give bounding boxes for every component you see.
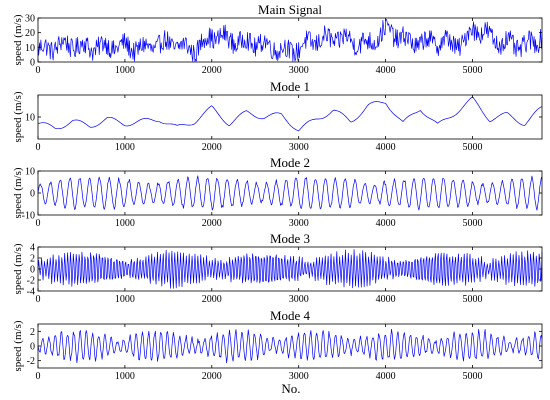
x-tick-label: 0 [36,142,41,153]
axes-frame [37,94,543,140]
y-axis-label: speed (m/s) [12,14,24,65]
x-tick-label: 0 [36,65,41,76]
x-tick-label: 2000 [202,65,222,76]
signal-line [37,96,543,132]
x-tick-label: 3000 [289,371,309,382]
x-tick-label: 5000 [462,218,482,229]
x-tick-label: 2000 [202,294,222,305]
y-tick-label: -10 [22,211,35,222]
signal-line [37,249,543,289]
x-tick-label: 0 [36,371,41,382]
y-tick-label: 10 [25,43,35,54]
y-tick-label: 0 [30,189,35,200]
panel-title: Mode 4 [270,308,311,323]
axes-frame [37,170,543,216]
x-tick-label: 1000 [115,218,135,229]
x-tick-label: 3000 [289,65,309,76]
panel-1: Main Signal speed (m/s) 0 1000 2000 3000 4000 5… [12,2,543,76]
y-tick-label: 0 [30,342,35,353]
x-tick-label: 3000 [289,218,309,229]
y-tick-label: 0 [30,58,35,69]
y-axis-label: speed (m/s) [12,167,24,218]
x-tick-label: 3000 [289,294,309,305]
x-tick-label: 4000 [376,294,396,305]
panel-5: Mode 4 speed (m/s) 0 1000 2000 3000 4000 5000 -2… [12,308,543,382]
panel-title: Mode 1 [270,79,310,94]
y-tick-label: -2 [27,356,35,367]
signal-line [37,175,543,211]
panel-title: Main Signal [258,2,322,17]
panel-title: Mode 2 [270,155,310,170]
y-tick-label: 10 [25,113,35,124]
panel-4: Mode 3 speed (m/s) 0 1000 2000 3000 4000 5000 -4… [12,231,543,305]
y-axis-label: speed (m/s) [12,320,24,371]
x-tick-label: 1000 [115,371,135,382]
x-tick-label: 4000 [376,142,396,153]
x-tick-label: 2000 [202,218,222,229]
x-tick-label: 0 [36,294,41,305]
x-tick-label: 5000 [462,371,482,382]
x-tick-label: 2000 [202,142,222,153]
y-tick-label: 2 [30,327,35,338]
x-tick-label: 0 [36,218,41,229]
panel-3: Mode 2 speed (m/s) 0 1000 2000 3000 4000 5000 -1… [12,155,543,229]
signal-line [37,19,543,62]
panel-2: Mode 1 speed (m/s) 0 1000 2000 3000 4000 5000 10 [12,79,543,153]
x-tick-label: 4000 [376,65,396,76]
y-tick-label: 2 [30,254,35,265]
x-tick-label: 1000 [115,294,135,305]
axes-frame [37,17,543,63]
y-tick-label: -4 [27,287,35,298]
y-axis-label: speed (m/s) [12,91,24,142]
y-tick-label: -2 [27,276,35,287]
panel-title: Mode 3 [270,231,310,246]
x-tick-label: 5000 [462,294,482,305]
x-axis-label: No. [281,381,300,396]
axes-frame [37,323,543,369]
x-tick-label: 2000 [202,371,222,382]
y-tick-label: 0 [30,265,35,276]
signal-line [37,328,543,364]
x-tick-label: 5000 [462,65,482,76]
y-axis-label: speed (m/s) [12,243,24,294]
x-tick-label: 5000 [462,142,482,153]
x-tick-label: 1000 [115,142,135,153]
x-tick-label: 4000 [376,371,396,382]
y-tick-label: 10 [25,167,35,178]
y-tick-label: 20 [25,28,35,39]
y-tick-label: 4 [30,243,35,254]
x-tick-label: 1000 [115,65,135,76]
x-tick-label: 3000 [289,142,309,153]
x-tick-label: 4000 [376,218,396,229]
y-tick-label: 30 [25,14,35,25]
